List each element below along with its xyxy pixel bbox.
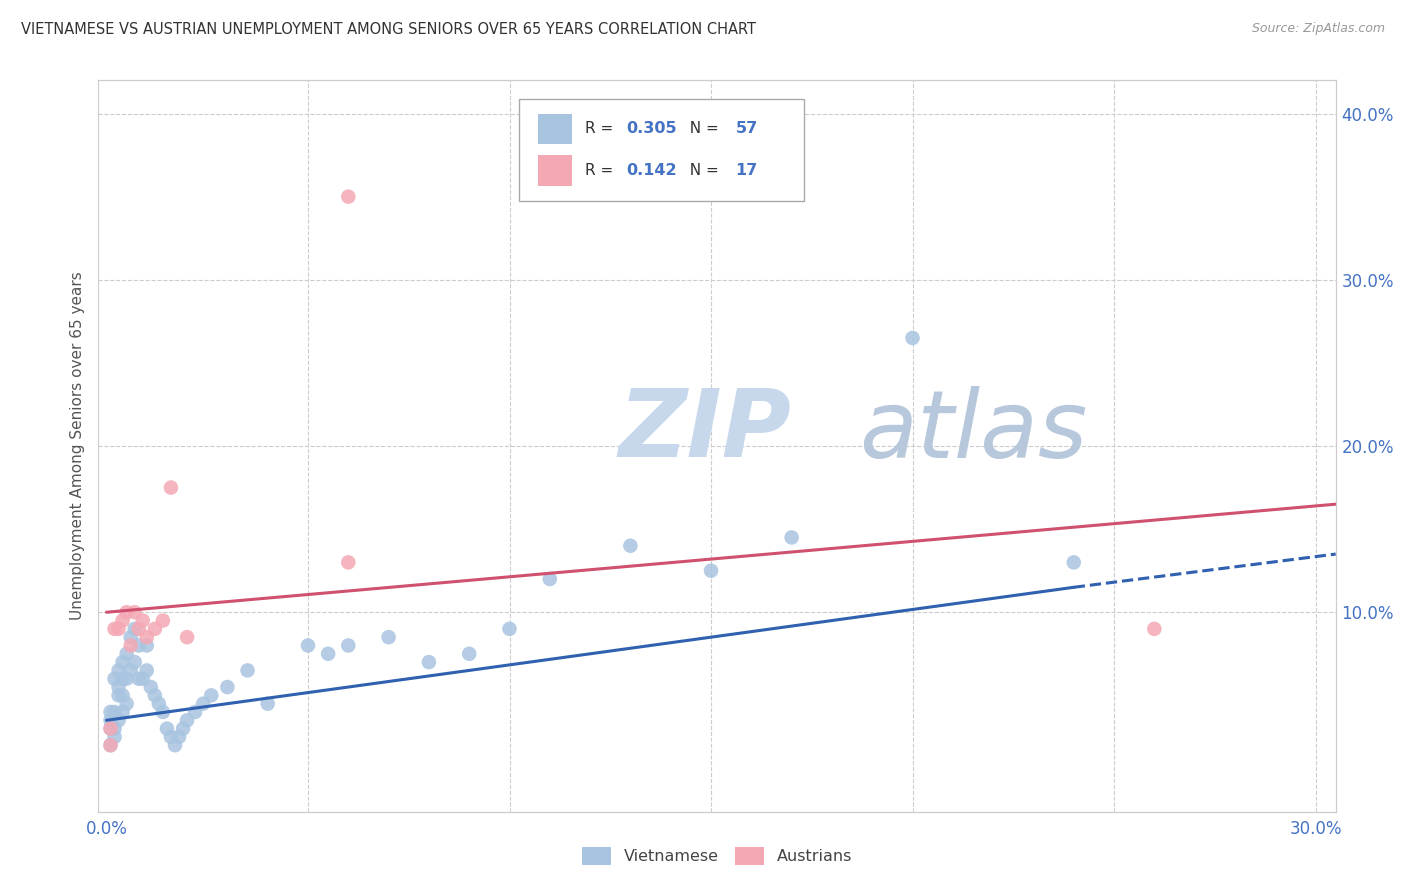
Point [163,738,186,752]
Point [700,564,723,578]
Text: N =: N = [681,121,724,136]
Point [124,605,146,619]
Point [111,672,134,686]
Point [176,630,198,644]
Point [1063,555,1085,569]
Point [107,664,129,678]
Point [111,689,134,703]
Point [115,697,138,711]
Point [100,705,122,719]
Point [152,614,174,628]
Point [458,647,481,661]
Text: Source: ZipAtlas.com: Source: ZipAtlas.com [1251,22,1385,36]
Text: 17: 17 [735,163,758,178]
Point [316,647,339,661]
Point [256,697,278,711]
Point [100,722,122,736]
Point [193,697,215,711]
Text: 57: 57 [735,121,758,136]
Point [107,714,129,728]
Text: R =: R = [585,163,617,178]
Point [107,680,129,694]
Point [111,614,134,628]
Point [135,664,157,678]
Point [337,189,360,203]
Point [100,714,122,728]
Point [111,705,134,719]
Point [143,689,166,703]
Point [103,705,125,719]
Point [377,630,399,644]
Point [297,639,319,653]
Point [103,730,125,744]
Point [418,655,440,669]
Point [143,622,166,636]
Point [619,539,641,553]
Point [115,605,138,619]
FancyBboxPatch shape [537,113,572,145]
Point [107,689,129,703]
Text: 0.305: 0.305 [627,121,678,136]
Point [128,639,150,653]
Point [132,672,155,686]
Point [538,572,561,586]
Point [176,714,198,728]
Point [107,622,129,636]
Point [901,331,924,345]
Point [160,730,183,744]
Point [128,622,150,636]
Point [200,689,222,703]
Point [135,630,157,644]
Point [152,705,174,719]
Point [111,655,134,669]
Legend: Vietnamese, Austrians: Vietnamese, Austrians [575,838,859,873]
Point [184,705,207,719]
Point [1143,622,1166,636]
Point [115,647,138,661]
Point [139,680,162,694]
Text: R =: R = [585,121,617,136]
Point [100,738,122,752]
Text: VIETNAMESE VS AUSTRIAN UNEMPLOYMENT AMONG SENIORS OVER 65 YEARS CORRELATION CHAR: VIETNAMESE VS AUSTRIAN UNEMPLOYMENT AMON… [21,22,756,37]
Point [132,614,155,628]
Point [135,639,157,653]
Point [124,622,146,636]
Point [337,555,360,569]
Point [100,722,122,736]
Point [337,639,360,653]
Point [115,672,138,686]
Point [156,722,179,736]
Point [498,622,520,636]
Point [172,722,194,736]
Text: 0.142: 0.142 [627,163,678,178]
Point [124,655,146,669]
Point [217,680,239,694]
Text: ZIP: ZIP [619,385,792,477]
Point [100,738,122,752]
Point [103,672,125,686]
Point [120,630,142,644]
Point [160,481,183,495]
Text: atlas: atlas [859,386,1088,477]
FancyBboxPatch shape [519,99,804,201]
Point [780,530,803,544]
Point [236,664,259,678]
Point [103,722,125,736]
FancyBboxPatch shape [537,155,572,186]
Text: N =: N = [681,163,724,178]
Point [120,664,142,678]
Point [148,697,170,711]
Point [128,672,150,686]
Y-axis label: Unemployment Among Seniors over 65 years: Unemployment Among Seniors over 65 years [70,272,86,620]
Point [103,622,125,636]
Point [167,730,190,744]
Point [120,639,142,653]
